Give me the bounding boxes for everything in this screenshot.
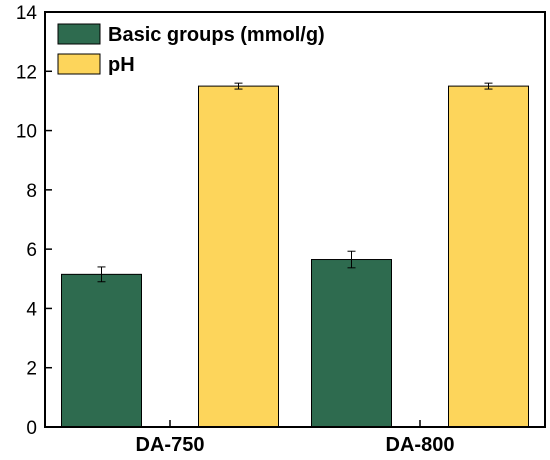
legend: Basic groups (mmol/g) pH	[57, 23, 325, 76]
y-tick-label: 2	[26, 359, 37, 380]
bar-ph-da-750	[198, 85, 279, 428]
y-tick-label: 6	[26, 240, 37, 261]
y-tick-label: 8	[26, 181, 37, 202]
y-tick-label: 0	[26, 418, 37, 439]
x-category-label: DA-800	[386, 434, 455, 456]
y-tick-label: 10	[16, 122, 37, 143]
error-bar	[484, 82, 493, 90]
error-bar	[347, 250, 356, 269]
plot-frame	[44, 11, 546, 428]
y-axis: 0 2 4 6 8 10 12 14	[16, 3, 52, 439]
y-tick-label: 4	[26, 299, 37, 320]
bar-basic-groups-da-800	[311, 259, 392, 428]
legend-label: pH	[108, 54, 135, 76]
legend-swatch	[57, 53, 101, 75]
bar-basic-groups-da-750	[61, 273, 142, 428]
error-bar	[97, 266, 106, 283]
bar-ph-da-800	[448, 85, 529, 428]
bars-layer	[61, 82, 529, 428]
x-category-label: DA-750	[136, 434, 205, 456]
legend-label: Basic groups (mmol/g)	[108, 24, 325, 46]
y-tick-label: 12	[16, 62, 37, 83]
y-tick-label: 14	[16, 3, 38, 24]
x-axis: DA-750 DA-800	[136, 420, 455, 456]
error-bar	[234, 82, 243, 90]
legend-swatch	[57, 23, 101, 45]
